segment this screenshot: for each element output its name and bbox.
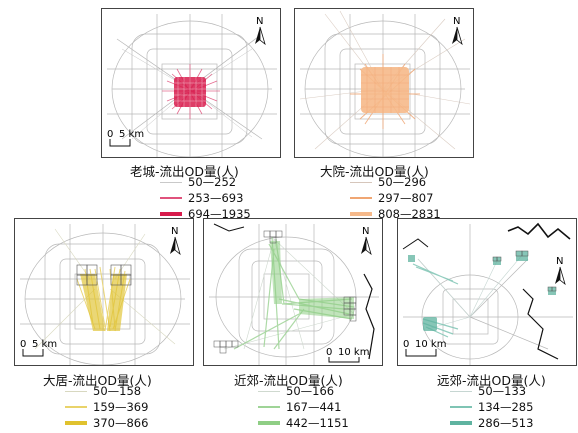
map-compound: N <box>299 10 471 157</box>
svg-text:0: 0 <box>403 339 409 350</box>
legend-swatch <box>65 390 87 392</box>
legend-swatch <box>258 421 280 425</box>
north-label: N <box>453 16 460 27</box>
scale-bar: 0 10 km <box>403 339 446 357</box>
legend-swatch <box>160 212 182 216</box>
legend-item: 50—158 <box>65 383 148 399</box>
legend-item: 297—807 <box>350 190 441 206</box>
svg-text:0: 0 <box>20 339 26 350</box>
legend-item: 442—1151 <box>258 415 349 431</box>
legend-item: 808—2831 <box>350 206 441 222</box>
scale-bar: 0 5 km <box>20 339 57 357</box>
legend-item: 50—296 <box>350 174 441 190</box>
north-arrow-icon <box>255 26 266 46</box>
svg-text:10 km: 10 km <box>338 347 369 358</box>
svg-text:0: 0 <box>326 347 332 358</box>
north-label: N <box>362 226 369 237</box>
svg-text:5 km: 5 km <box>32 339 57 350</box>
legend-item: 50—166 <box>258 383 349 399</box>
north-label: N <box>256 16 263 27</box>
legend-swatch <box>350 197 372 199</box>
legend-item: 253—693 <box>160 190 251 206</box>
north-arrow-icon <box>452 26 463 46</box>
map-panel-near-suburb: N 0 10 km <box>203 218 383 366</box>
svg-text:0: 0 <box>107 129 113 140</box>
legend-swatch <box>258 406 280 408</box>
map-old-city: N 0 5 km <box>107 14 277 157</box>
panel-caption: 大居-流出OD量(人) <box>43 373 152 388</box>
legend-old-city: 50—252 253—693 694—1935 <box>160 174 251 222</box>
legend-swatch <box>350 212 372 216</box>
legend-item: 167—441 <box>258 399 349 415</box>
north-label: N <box>171 226 178 237</box>
panel-caption: 近郊-流出OD量(人) <box>234 373 343 388</box>
map-near-suburb: N 0 10 km <box>209 223 379 365</box>
north-arrow-icon <box>170 236 181 256</box>
map-far-suburb: N 0 10 km <box>402 222 573 365</box>
legend-compound: 50—296 297—807 808—2831 <box>350 174 441 222</box>
scale-bar: 0 10 km <box>326 347 369 363</box>
north-arrow-icon <box>555 266 566 286</box>
map-panel-old-city: N 0 5 km <box>101 8 281 158</box>
legend-swatch <box>160 197 182 199</box>
legend-item: 370—866 <box>65 415 148 431</box>
legend-near-suburb: 50—166 167—441 442—1151 <box>258 383 349 431</box>
legend-item: 159—369 <box>65 399 148 415</box>
svg-text:10 km: 10 km <box>415 339 446 350</box>
legend-swatch <box>65 421 87 425</box>
legend-item: 694—1935 <box>160 206 251 222</box>
panel-caption: 远郊-流出OD量(人) <box>437 373 546 388</box>
legend-swatch <box>160 181 182 183</box>
legend-far-suburb: 50—133 134—285 286—513 <box>450 383 533 431</box>
panel-caption: 大院-流出OD量(人) <box>320 164 429 179</box>
legend-swatch <box>450 390 472 392</box>
north-label: N <box>556 256 563 267</box>
legend-large-residence: 50—158 159—369 370—866 <box>65 383 148 431</box>
legend-item: 134—285 <box>450 399 533 415</box>
legend-swatch <box>258 390 280 392</box>
legend-item: 286—513 <box>450 415 533 431</box>
legend-swatch <box>350 181 372 183</box>
scale-bar: 0 5 km <box>107 129 144 147</box>
legend-swatch <box>65 406 87 408</box>
legend-swatch <box>450 421 472 425</box>
panel-caption: 老城-流出OD量(人) <box>130 164 239 179</box>
svg-text:5 km: 5 km <box>119 129 144 140</box>
north-arrow-icon <box>361 236 372 256</box>
legend-item: 50—133 <box>450 383 533 399</box>
map-panel-large-residence: N 0 5 km <box>14 218 194 366</box>
map-large-residence: N 0 5 km <box>20 224 190 365</box>
map-panel-far-suburb: N 0 10 km <box>397 218 577 366</box>
legend-swatch <box>450 406 472 408</box>
legend-item: 50—252 <box>160 174 251 190</box>
map-panel-compound: N <box>294 8 474 158</box>
